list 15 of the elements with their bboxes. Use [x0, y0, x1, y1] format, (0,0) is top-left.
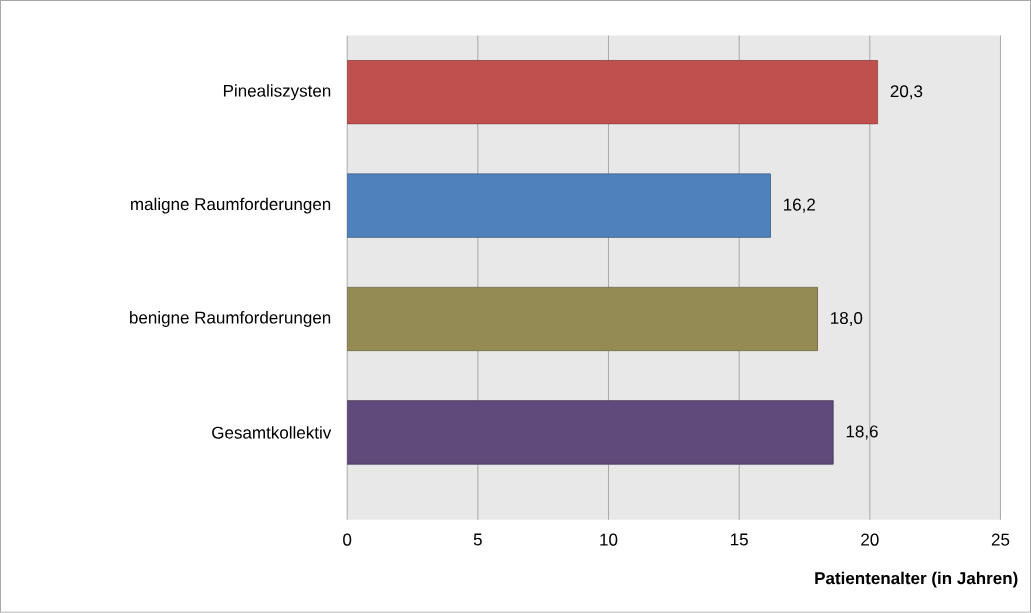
x-tick-label: 25	[991, 533, 1010, 546]
x-axis-title: Patientenalter (in Jahren)	[815, 571, 1018, 588]
data-label: 18,0	[831, 312, 863, 327]
x-tick-label: 10	[600, 533, 618, 546]
y-tick-label: Pinealiszysten	[223, 84, 331, 101]
x-tick-label: 0	[343, 533, 352, 546]
x-tick-label: 5	[473, 533, 482, 546]
y-tick-label: maligne Raumforderungen	[131, 197, 331, 214]
y-tick-label: Gesamtkollektiv	[212, 426, 332, 439]
data-label: 20,3	[890, 85, 923, 100]
data-label: 18,6	[846, 425, 878, 440]
data-label: 16,2	[784, 198, 815, 213]
y-tick-label: benigne Raumforderungen	[130, 311, 331, 328]
x-tick-label: 15	[731, 533, 748, 546]
x-tick-label: 20	[861, 533, 879, 546]
